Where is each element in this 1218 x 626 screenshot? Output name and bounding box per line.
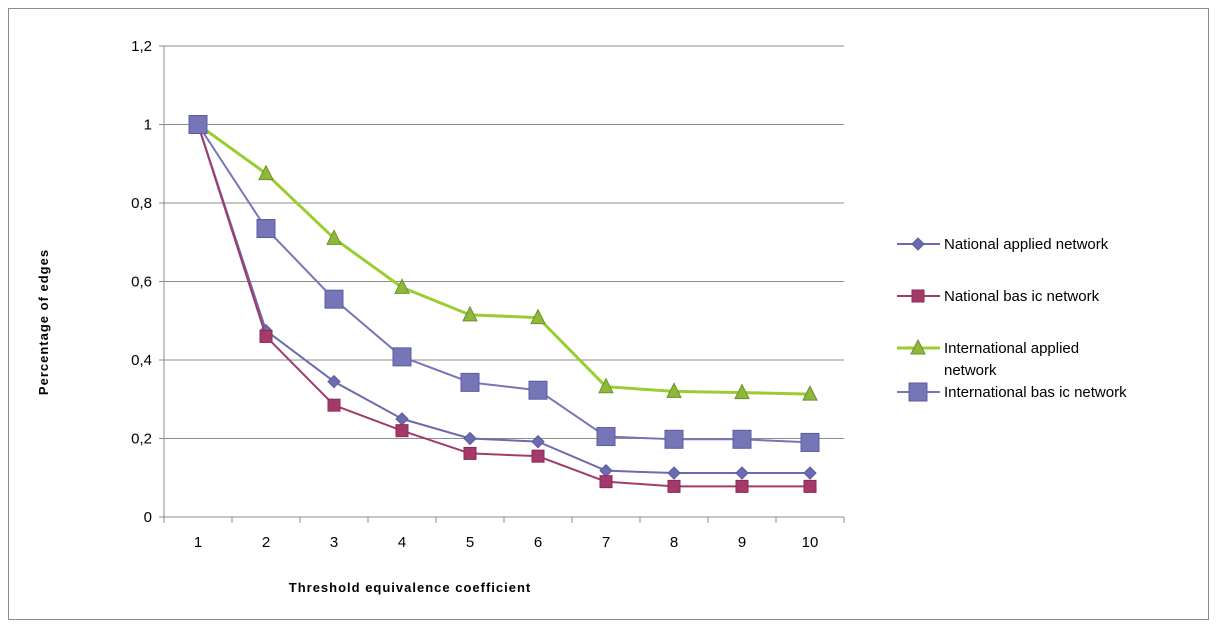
x-axis — [163, 46, 845, 523]
legend-item: National applied network — [897, 236, 1109, 253]
series-line — [197, 123, 811, 444]
data-point-triangle — [734, 383, 750, 400]
data-point-diamond — [531, 434, 545, 449]
data-point-square — [911, 289, 925, 303]
x-tick-label: 6 — [534, 534, 542, 551]
data-point-diamond — [667, 466, 681, 480]
series-line — [197, 124, 810, 475]
y-tick-labels: 0 0,2 0,4 0,6 0,8 1 1,2 — [131, 38, 152, 526]
data-point-triangle — [802, 385, 818, 401]
data-point-diamond — [735, 466, 749, 480]
legend-label-line2: network — [944, 362, 997, 379]
data-point-large-square — [596, 427, 616, 447]
data-point-triangle — [666, 382, 682, 398]
data-point-triangle — [394, 278, 410, 294]
legend-label: International bas ic network — [944, 384, 1127, 401]
y-tick-label: 0,6 — [131, 274, 152, 291]
x-tick-label: 7 — [602, 534, 610, 551]
y-tick-label: 0,4 — [131, 352, 152, 369]
y-axis-title: Percentage of edges — [36, 249, 51, 395]
legend-item: International applied network — [897, 338, 1079, 379]
data-point-diamond — [803, 466, 817, 480]
legend: National applied network National bas ic … — [897, 236, 1127, 402]
data-point-square — [327, 398, 341, 412]
legend-label: National applied network — [944, 236, 1109, 253]
data-point-square — [599, 475, 613, 489]
series-line — [197, 123, 811, 396]
data-point-large-square — [392, 347, 412, 367]
series-2 — [191, 118, 817, 493]
data-point-diamond — [599, 463, 613, 478]
data-point-diamond — [327, 374, 341, 389]
legend-label: National bas ic network — [944, 288, 1100, 305]
x-axis-title: Threshold equivalence coefficient — [289, 580, 532, 595]
chart-frame — [8, 8, 1209, 620]
series-3 — [190, 115, 818, 401]
data-point-triangle — [530, 308, 546, 325]
data-point-triangle — [326, 229, 342, 245]
series-group — [188, 115, 820, 493]
y-tick-label: 1,2 — [131, 38, 152, 55]
data-point-large-square — [732, 429, 752, 449]
data-point-square — [395, 424, 409, 438]
y-tick-label: 0,2 — [131, 431, 152, 448]
data-point-square — [259, 329, 273, 343]
x-tick-labels: 1 2 3 4 5 6 7 8 9 10 — [194, 534, 819, 551]
legend-item: International bas ic network — [897, 382, 1127, 402]
y-tick-label: 1 — [144, 117, 152, 134]
series-1 — [191, 117, 817, 480]
x-tick-label: 2 — [262, 534, 270, 551]
data-point-large-square — [256, 219, 276, 239]
data-point-triangle — [462, 305, 478, 322]
legend-label: International applied — [944, 340, 1079, 357]
series-line — [197, 124, 810, 488]
data-point-large-square — [460, 372, 480, 392]
data-point-large-square — [324, 289, 344, 309]
x-tick-label: 5 — [466, 534, 474, 551]
x-tick-label: 9 — [738, 534, 746, 551]
x-tick-label: 10 — [802, 534, 819, 551]
legend-item: National bas ic network — [897, 288, 1100, 305]
data-point-large-square — [664, 429, 684, 449]
x-tick-label: 3 — [330, 534, 338, 551]
data-point-large-square — [800, 432, 820, 452]
x-tick-label: 4 — [398, 534, 406, 551]
x-tick-label: 1 — [194, 534, 202, 551]
data-point-large-square — [188, 115, 208, 134]
data-point-triangle — [598, 377, 614, 394]
data-point-diamond — [911, 237, 925, 251]
y-tick-label: 0,8 — [131, 195, 152, 212]
series-4 — [188, 115, 820, 452]
data-point-square — [735, 479, 749, 493]
data-point-square — [667, 479, 681, 493]
data-point-diamond — [463, 431, 477, 446]
data-point-large-square — [528, 380, 548, 400]
y-tick-label: 0 — [144, 509, 152, 526]
data-point-large-square — [908, 382, 928, 402]
data-point-diamond — [395, 412, 409, 426]
data-point-square — [531, 449, 545, 463]
data-point-square — [803, 479, 817, 493]
data-point-square — [463, 446, 477, 460]
data-point-triangle — [258, 164, 274, 181]
data-point-triangle — [910, 338, 926, 355]
x-tick-label: 8 — [670, 534, 678, 551]
